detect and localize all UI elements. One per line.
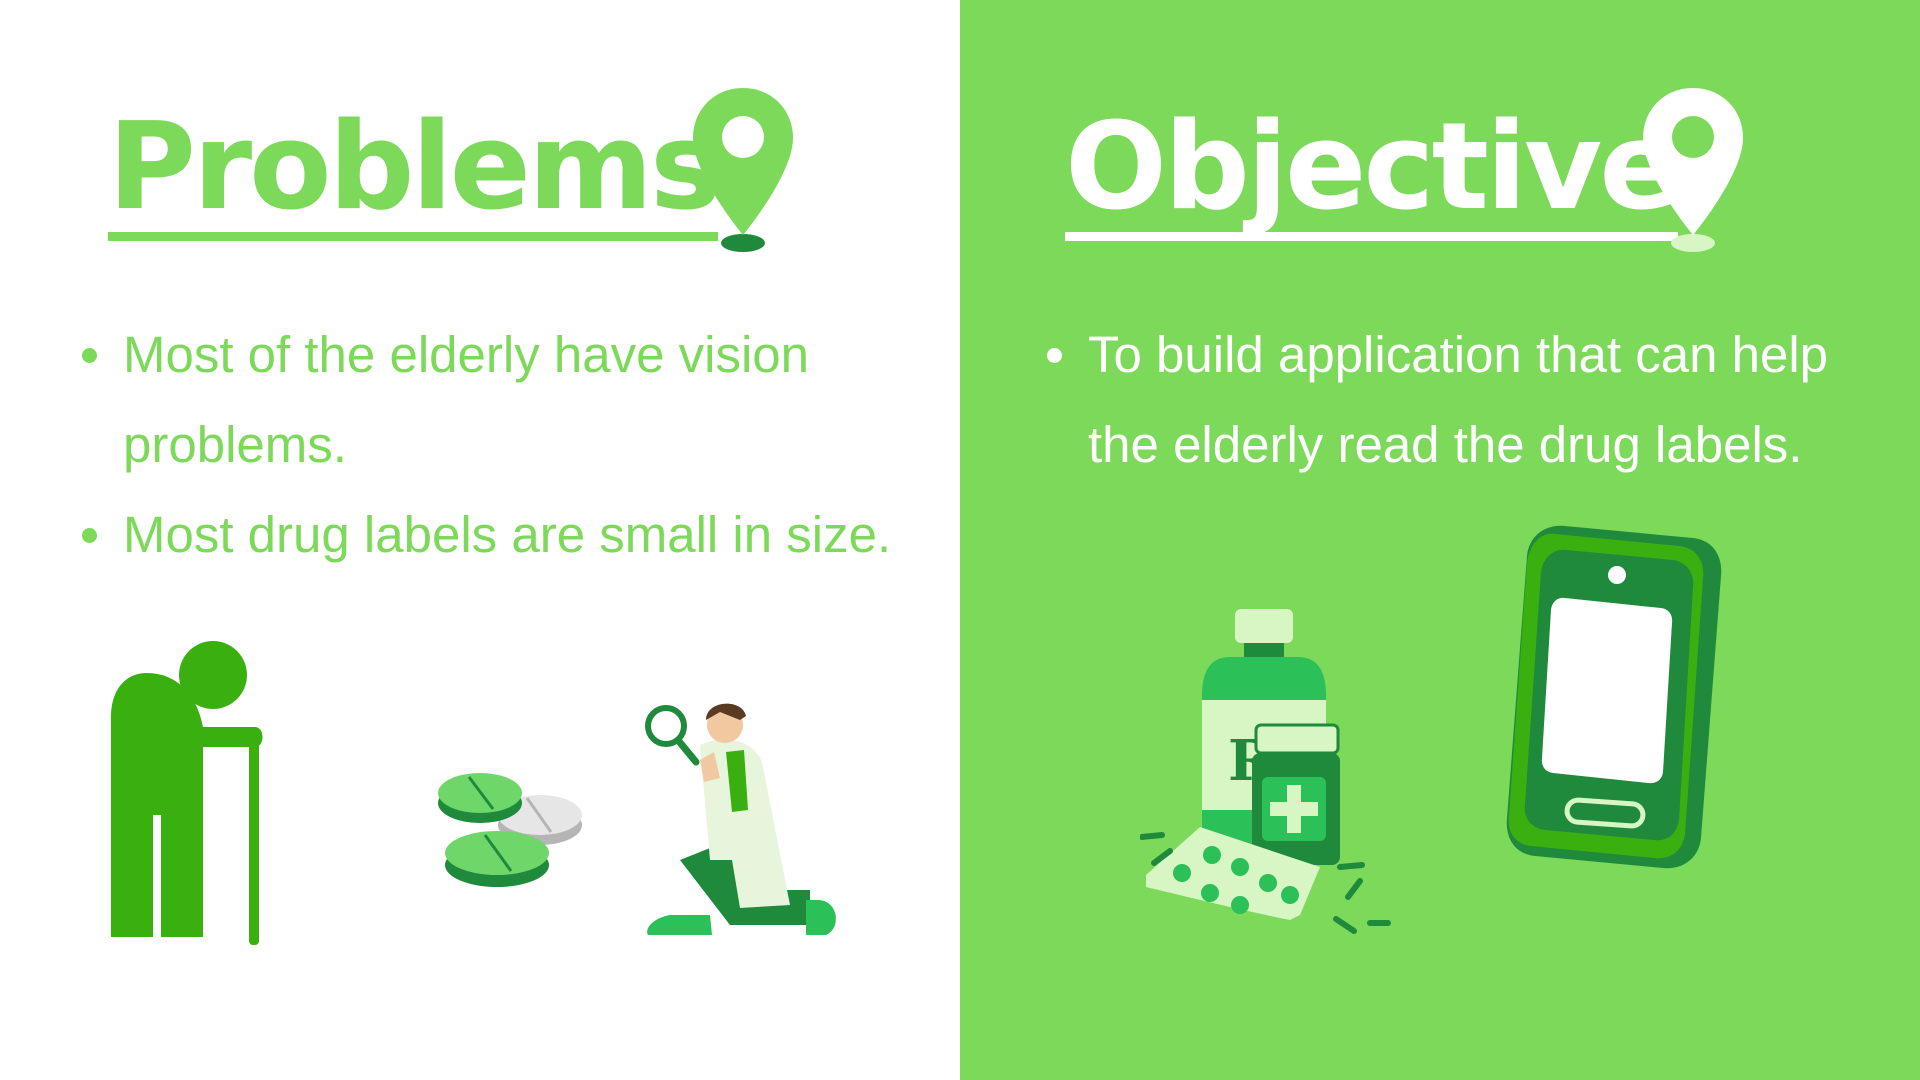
- smartphone-icon: [1506, 525, 1722, 869]
- objective-panel: Objective To build application that can …: [960, 0, 1920, 1080]
- pills-icon: [438, 773, 582, 887]
- elderly-person-with-cane-icon: [111, 641, 263, 945]
- problems-list: Most of the elderly have vision problems…: [82, 310, 942, 580]
- list-item: Most of the elderly have vision problems…: [82, 310, 942, 490]
- problems-panel: Problems Most of the elderly have vision…: [82, 88, 942, 945]
- map-pin-icon: [1643, 88, 1743, 252]
- list-item: Most drug labels are small in size.: [82, 490, 942, 580]
- list-item: To build application that can help the e…: [1047, 310, 1897, 490]
- objective-list: To build application that can help the e…: [1047, 310, 1897, 490]
- map-pin-icon: [693, 88, 793, 252]
- objective-heading: Objective: [1065, 108, 1681, 241]
- problems-heading: Problems: [108, 108, 721, 241]
- medicine-bottles-icon: R x: [1140, 609, 1391, 934]
- doctor-with-magnifier-icon: [645, 703, 836, 935]
